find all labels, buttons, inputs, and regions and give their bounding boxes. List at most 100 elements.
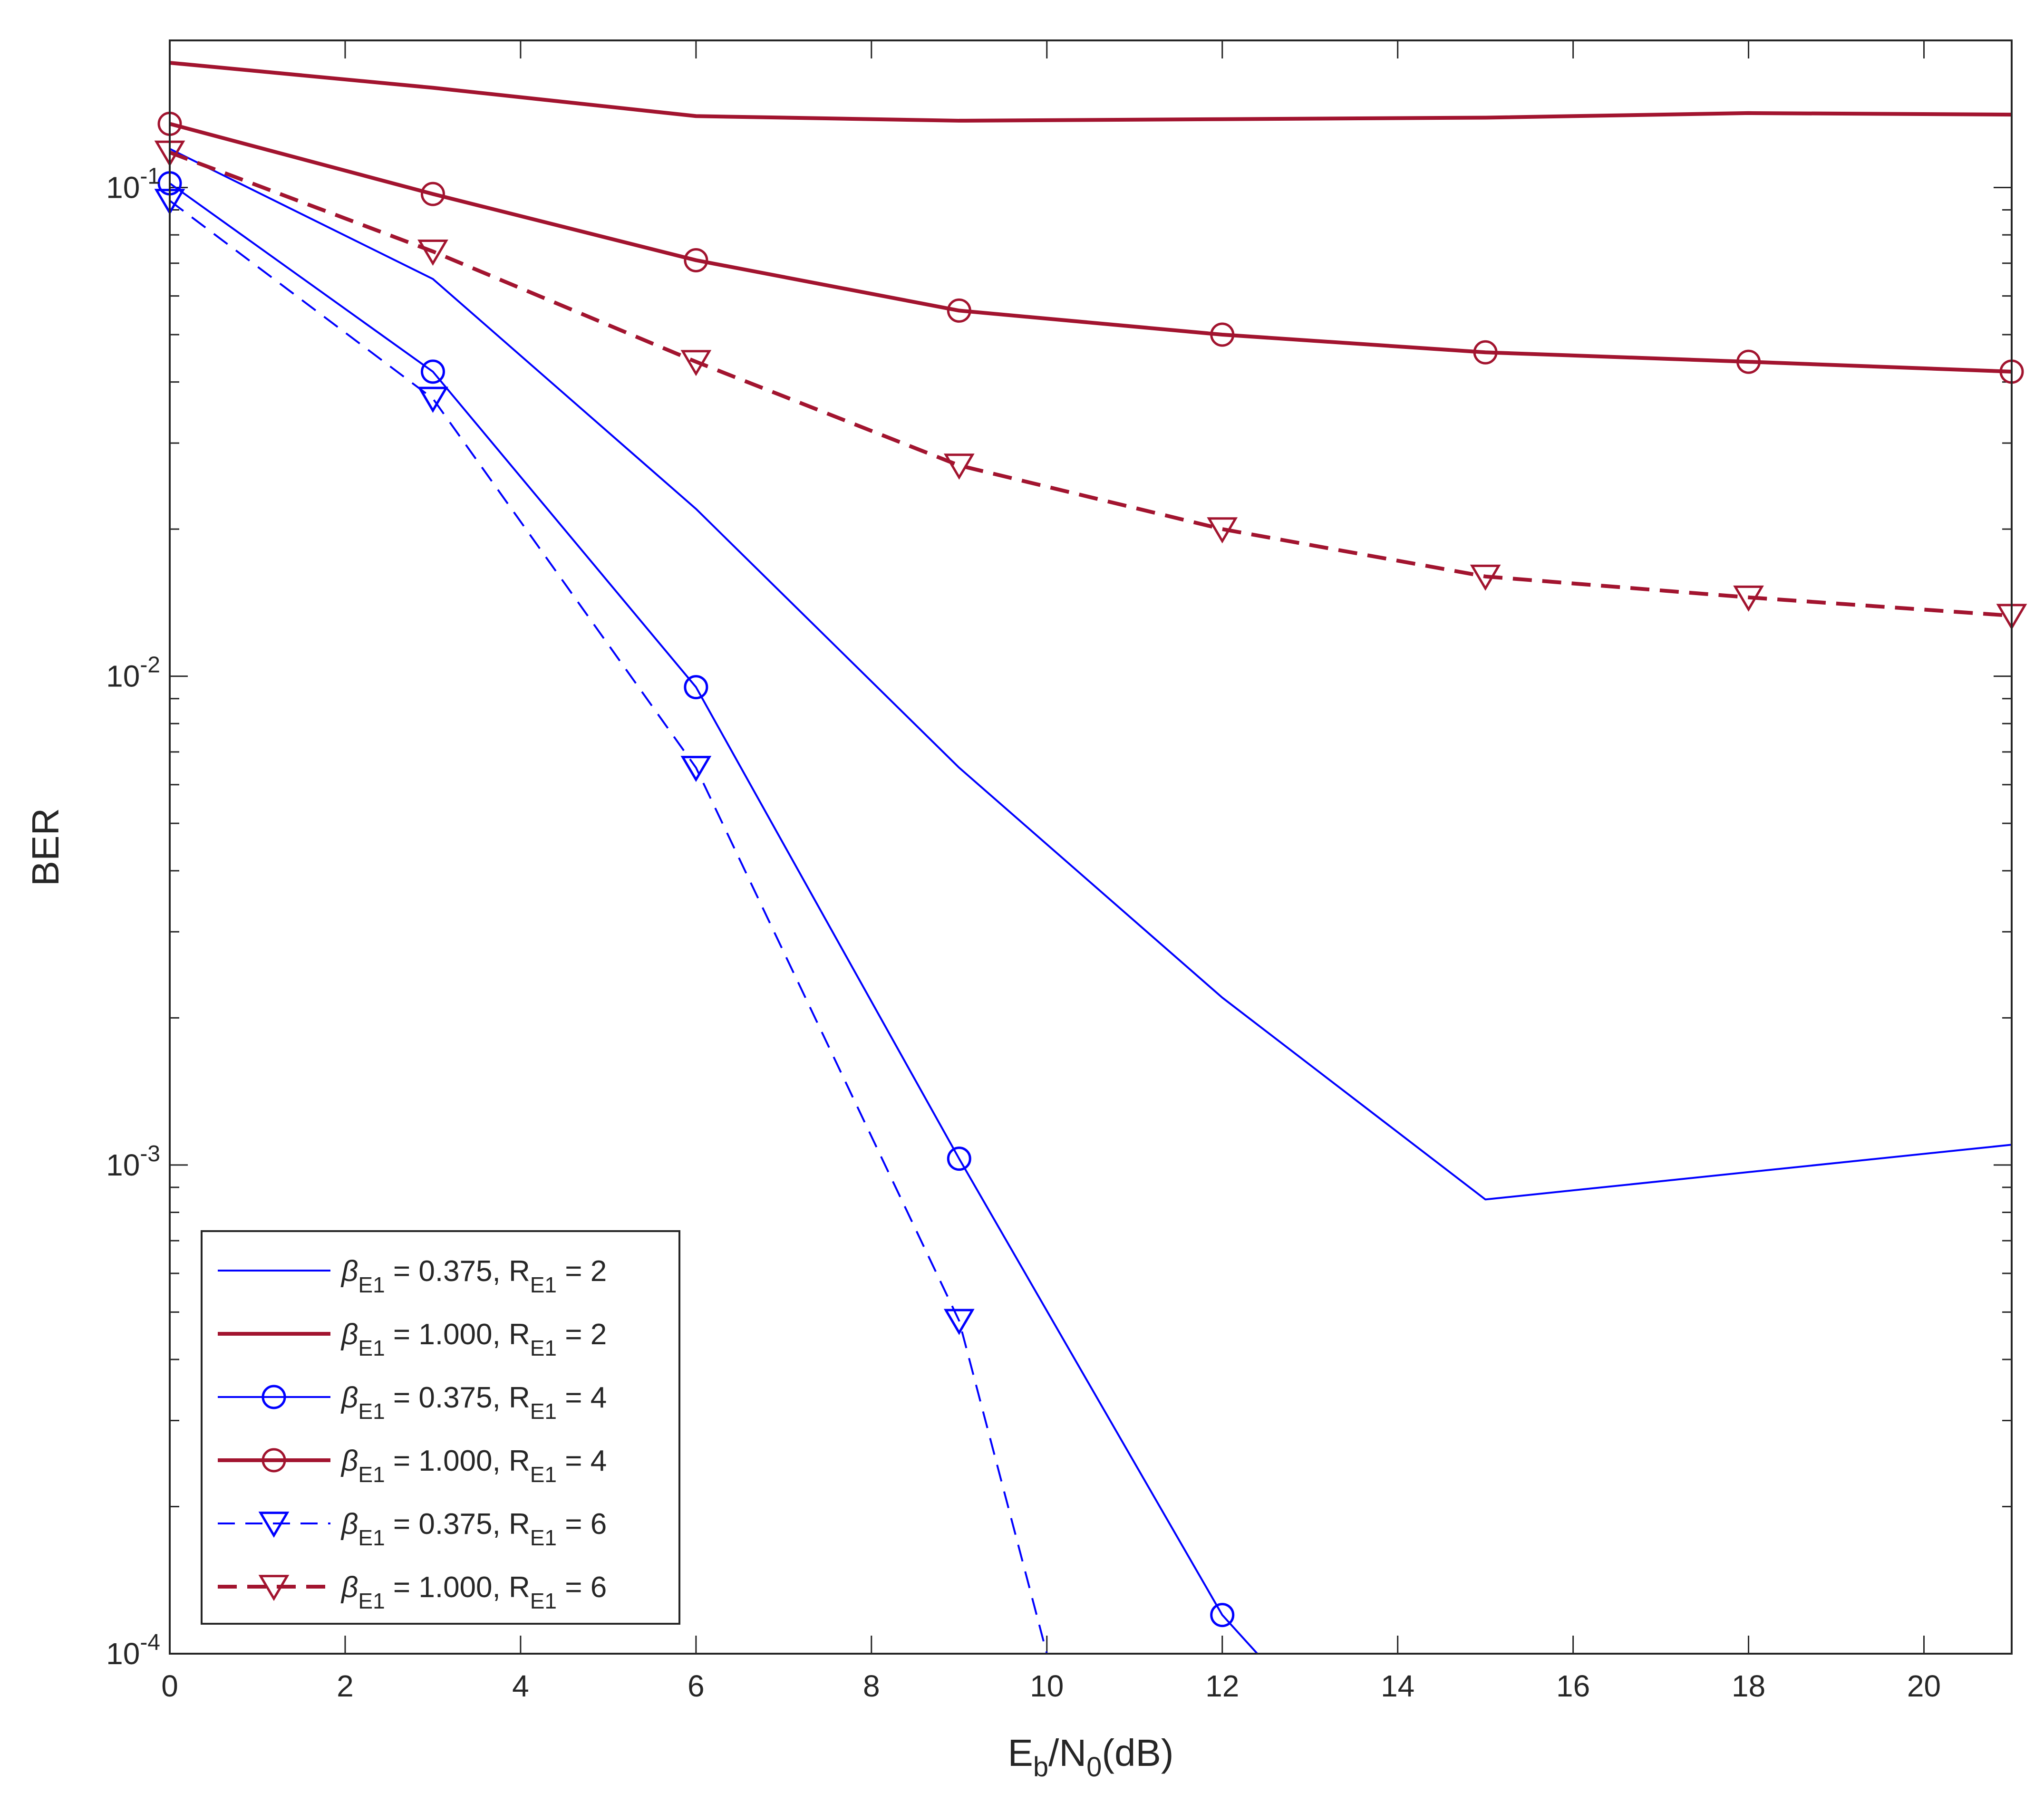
legend-marker-3 <box>262 1385 286 1409</box>
legend-text-part: = <box>557 1571 591 1604</box>
legend-text-part: β <box>340 1445 358 1477</box>
series-line-5 <box>170 200 1048 1654</box>
series-4-marker <box>947 298 971 323</box>
y-tick-label-base: 10 <box>106 1637 140 1671</box>
series-line-6 <box>170 150 2012 618</box>
legend-text-part: , R <box>493 1318 530 1351</box>
y-tick-label-base: 10 <box>106 171 140 205</box>
legend-text-part: = <box>385 1318 419 1351</box>
y-axis-label: BER <box>24 808 67 887</box>
y-tick-label: 10-3 <box>106 1141 160 1182</box>
y-tick-label-base: 10 <box>106 1148 140 1182</box>
legend-text-part: = <box>385 1445 419 1477</box>
legend-text-part: β <box>340 1381 358 1414</box>
legend-text-part: = <box>557 1381 591 1414</box>
x-tick-label: 4 <box>512 1669 529 1703</box>
x-tick-label: 10 <box>1030 1669 1064 1703</box>
legend-marker-6 <box>258 1575 290 1601</box>
y-tick-label-base: 10 <box>106 659 140 694</box>
x-tick-label: 16 <box>1556 1669 1590 1703</box>
y-tick-label-exponent: -1 <box>140 164 160 189</box>
x-tick-label: 18 <box>1732 1669 1765 1703</box>
x-tick-label: 2 <box>337 1669 354 1703</box>
axis-ticks <box>169 40 2012 1655</box>
legend-text-part: 1.000 <box>418 1571 492 1604</box>
plot-frame <box>169 39 2013 1655</box>
series-layer <box>170 61 2012 1654</box>
legend-text-part: E1 <box>358 1462 385 1487</box>
legend-box <box>201 1230 680 1625</box>
series-line-2 <box>170 61 2012 123</box>
legend-text-part: , R <box>493 1508 530 1541</box>
series-6-marker <box>417 240 448 266</box>
legend-text-part: = <box>557 1445 591 1477</box>
legend-text-part: = <box>557 1255 591 1288</box>
legend-text-part: = <box>385 1571 419 1604</box>
series-3-marker <box>947 1147 971 1171</box>
legend-text-part: E1 <box>530 1272 557 1297</box>
y-tick-label-exponent: -2 <box>140 653 160 678</box>
legend-text-part: , R <box>493 1255 530 1288</box>
legend-text-part: E1 <box>530 1589 557 1613</box>
legend-text-part: E1 <box>358 1399 385 1424</box>
legend-text-part: = <box>557 1318 591 1351</box>
x-tick-label: 0 <box>161 1669 178 1703</box>
legend-text-part: E1 <box>358 1589 385 1613</box>
series-4-marker <box>684 248 708 272</box>
series-3-marker <box>1210 1603 1235 1628</box>
legend-text-part: = <box>557 1508 591 1541</box>
series-5-marker <box>417 386 448 413</box>
legend-text-part: β <box>340 1571 358 1604</box>
series-line-1 <box>170 148 2012 1201</box>
legend-text-part: E1 <box>530 1525 557 1550</box>
legend-entry-4: βE1 = 1.000, RE1 = 4 <box>340 1445 607 1487</box>
series-4-marker <box>1736 349 1761 374</box>
legend-text-part: 0.375 <box>418 1508 492 1541</box>
series-6-marker <box>1207 517 1238 544</box>
legend-text-part: 0.375 <box>418 1381 492 1414</box>
legend-text-part: , R <box>493 1445 530 1477</box>
legend-text-part: 4 <box>591 1445 607 1477</box>
legend-text-part: = <box>385 1508 419 1541</box>
legend-text-part: = <box>385 1255 419 1288</box>
legend-text-part: E1 <box>358 1272 385 1297</box>
legend-text-part: β <box>340 1508 358 1541</box>
x-tick-label: 14 <box>1381 1669 1414 1703</box>
series-line-3 <box>170 183 1258 1654</box>
y-tick-label: 10-2 <box>106 653 160 694</box>
legend-text-part: E1 <box>530 1462 557 1487</box>
series-3-marker <box>420 359 445 384</box>
legend-text-part: , R <box>493 1571 530 1604</box>
y-tick-label-exponent: -4 <box>140 1630 160 1655</box>
series-3-marker <box>684 675 708 700</box>
series-4-marker <box>420 182 445 206</box>
legend-text-part: E1 <box>358 1336 385 1360</box>
legend-text-part: 0.375 <box>418 1255 492 1288</box>
legend-text-part: 1.000 <box>418 1318 492 1351</box>
legend-entry-1: βE1 = 0.375, RE1 = 2 <box>340 1255 607 1297</box>
legend-entry-6: βE1 = 1.000, RE1 = 6 <box>340 1571 607 1613</box>
series-6-marker <box>943 453 975 480</box>
legend-text-part: E1 <box>358 1525 385 1550</box>
legend-text-part: , R <box>493 1381 530 1414</box>
y-tick-label-exponent: -3 <box>140 1141 160 1166</box>
x-tick-label: 8 <box>863 1669 880 1703</box>
x-tick-label: 20 <box>1907 1669 1941 1703</box>
x-tick-label: 12 <box>1205 1669 1239 1703</box>
y-tick-label: 10-4 <box>106 1630 160 1671</box>
series-6-marker <box>1470 564 1501 591</box>
legend-entry-5: βE1 = 0.375, RE1 = 6 <box>340 1508 607 1550</box>
series-4-marker <box>1210 322 1235 347</box>
x-tick-label: 6 <box>688 1669 705 1703</box>
legend-text-part: = <box>385 1381 419 1414</box>
legend-text-part: 6 <box>591 1571 607 1604</box>
y-tick-label: 10-1 <box>106 164 160 205</box>
legend-text-part: 4 <box>591 1381 607 1414</box>
legend-text-part: E1 <box>530 1399 557 1424</box>
legend-text-part: 2 <box>591 1255 607 1288</box>
series-5-marker <box>680 756 712 782</box>
series-6-marker <box>1733 585 1764 612</box>
